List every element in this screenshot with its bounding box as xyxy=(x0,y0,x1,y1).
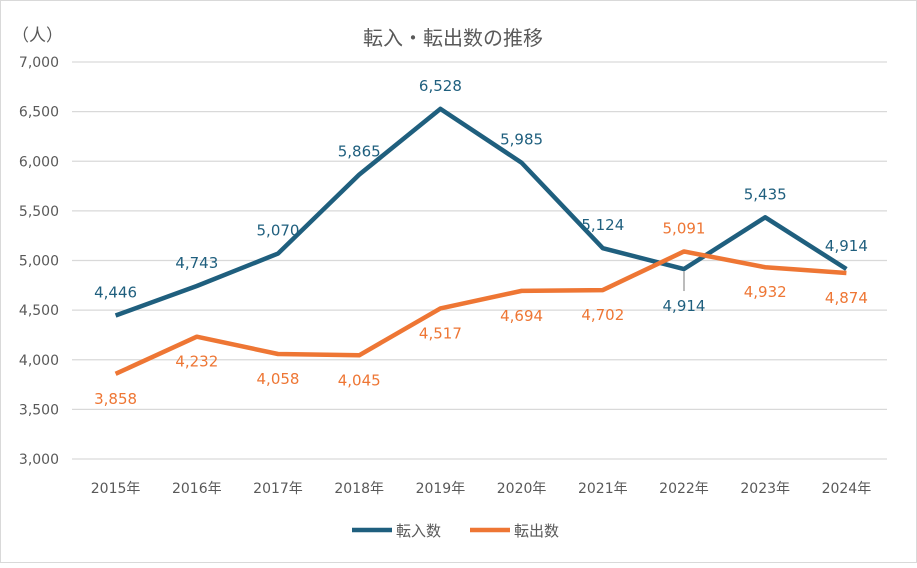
y-tick-label: 6,000 xyxy=(19,154,59,170)
series-line-inflow xyxy=(114,106,848,318)
y-tick-label: 5,500 xyxy=(19,204,59,220)
x-tick-label: 2022年 xyxy=(659,481,709,497)
y-tick-label: 6,500 xyxy=(19,105,59,121)
series-line-outflow xyxy=(114,249,847,376)
x-tick-label: 2021年 xyxy=(578,481,628,497)
data-label: 4,045 xyxy=(338,371,381,389)
data-label: 4,232 xyxy=(175,353,218,371)
data-label: 4,694 xyxy=(500,307,543,325)
data-label: 4,914 xyxy=(825,237,868,255)
x-tick-label: 2017年 xyxy=(253,481,303,497)
chart-title: 転入・転出数の推移 xyxy=(363,26,543,50)
y-axis-unit-label: （人） xyxy=(12,26,63,46)
x-tick-label: 2024年 xyxy=(822,481,872,497)
data-label: 4,702 xyxy=(581,306,624,324)
data-label: 4,932 xyxy=(744,283,787,301)
y-tick-label: 7,000 xyxy=(19,55,59,71)
data-label: 5,985 xyxy=(500,131,543,149)
data-label: 4,058 xyxy=(257,370,300,388)
legend-label: 転出数 xyxy=(514,522,559,540)
data-label: 5,091 xyxy=(663,219,706,237)
legend-label: 転入数 xyxy=(396,522,441,540)
data-label: 4,874 xyxy=(825,289,868,307)
x-tick-label: 2018年 xyxy=(334,481,384,497)
y-tick-label: 5,000 xyxy=(19,254,59,270)
data-label: 5,124 xyxy=(581,216,624,234)
data-label: 5,070 xyxy=(257,222,300,240)
data-label: 6,528 xyxy=(419,77,462,95)
y-tick-label: 4,000 xyxy=(19,353,59,369)
x-tick-label: 2015年 xyxy=(91,481,141,497)
y-tick-label: 3,500 xyxy=(19,402,59,418)
x-tick-label: 2023年 xyxy=(740,481,790,497)
data-label: 4,446 xyxy=(94,283,137,301)
data-label: 3,858 xyxy=(94,390,137,408)
data-label: 5,865 xyxy=(338,143,381,161)
data-label: 4,743 xyxy=(175,254,218,272)
x-tick-label: 2019年 xyxy=(416,481,466,497)
y-tick-label: 3,000 xyxy=(19,452,59,468)
x-tick-label: 2020年 xyxy=(497,481,547,497)
data-label: 5,435 xyxy=(744,185,787,203)
data-label: 4,914 xyxy=(663,297,706,315)
y-tick-label: 4,500 xyxy=(19,303,59,319)
x-tick-label: 2016年 xyxy=(172,481,222,497)
data-label: 4,517 xyxy=(419,324,462,342)
